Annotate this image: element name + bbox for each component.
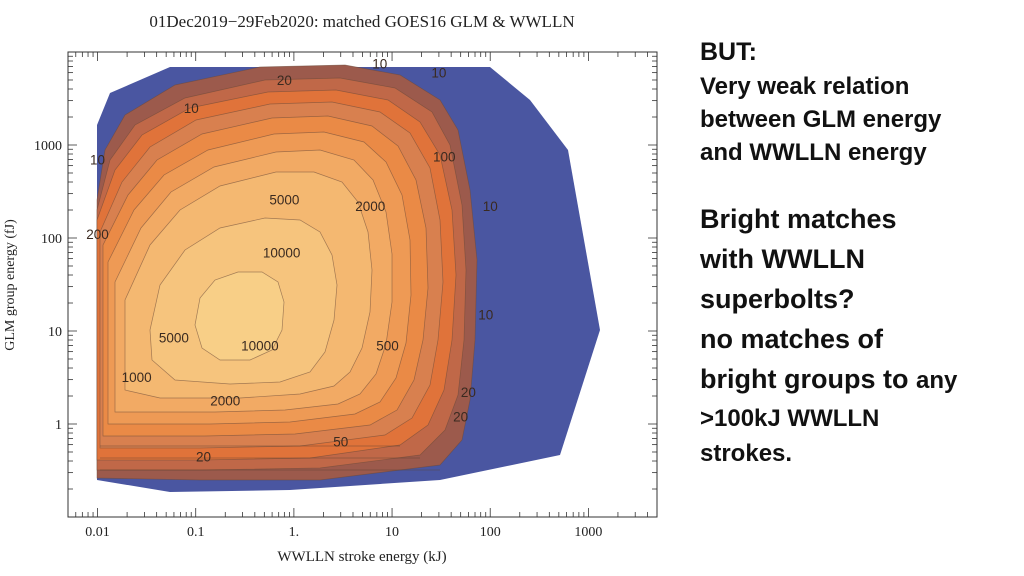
contour-label: 20 — [196, 449, 211, 464]
note-line: superbolts? — [700, 284, 855, 314]
y-axis-label: GLM group energy (fJ) — [3, 219, 18, 351]
axis-tick-labels: 0.01 0.1 1. 10 100 1000 1 10 100 1000 — [34, 139, 602, 540]
contour-label: 10 — [483, 199, 498, 214]
note-line: Very weak relation — [700, 73, 910, 100]
contour-label: 10 — [478, 308, 493, 323]
y-tick-label: 10 — [48, 325, 62, 340]
chart-title: 01Dec2019−29Feb2020: matched GOES16 GLM … — [149, 12, 574, 31]
x-tick-label: 0.1 — [187, 525, 205, 540]
side-notes: BUT: Very weak relation between GLM ener… — [700, 34, 1020, 471]
contour-label: 10000 — [241, 338, 279, 353]
contour-fills — [96, 64, 600, 492]
contour-label: 10 — [372, 57, 387, 72]
contour-label: 10 — [431, 66, 446, 81]
contour-label: 2000 — [355, 199, 385, 214]
contour-label: 2000 — [210, 393, 240, 408]
contour-lines — [100, 445, 440, 471]
y-tick-label: 1 — [55, 418, 62, 433]
note-line: Bright matches — [700, 204, 897, 234]
x-tick-label: 10 — [385, 525, 399, 540]
note-fragment: bright groups to — [700, 364, 909, 394]
note-heading: BUT: — [700, 38, 757, 66]
x-axis-label: WWLLN stroke energy (kJ) — [277, 549, 446, 565]
contour-labels: 10 10 20 10 10 100 5000 2000 10 200 10000 10 5000 100… — [86, 57, 497, 465]
note-fragment: any — [915, 367, 958, 394]
contour-label: 10000 — [263, 245, 301, 260]
note-line: with WWLLN — [700, 244, 865, 274]
note-line: between GLM energy — [700, 106, 942, 133]
contour-label: 50 — [333, 434, 348, 449]
x-tick-label: 1000 — [574, 525, 602, 540]
contour-label: 5000 — [159, 331, 189, 346]
y-tick-label: 100 — [41, 232, 62, 247]
x-tick-label: 1. — [289, 525, 300, 540]
x-tick-label: 100 — [480, 525, 501, 540]
contour-label: 20 — [277, 73, 292, 88]
note-line: no matches of — [700, 324, 884, 354]
chart-area: 01Dec2019−29Feb2020: matched GOES16 GLM … — [3, 12, 658, 565]
note-line: >100kJ WWLLN — [700, 405, 880, 432]
y-tick-label: 1000 — [34, 139, 62, 154]
contour-label: 10 — [90, 152, 105, 167]
contour-label: 20 — [453, 410, 468, 425]
contour-label: 500 — [376, 338, 399, 353]
contour-label: 10 — [184, 101, 199, 116]
note-line: and WWLLN energy — [700, 139, 927, 166]
contour-region-10000 — [194, 271, 285, 361]
contour-label: 5000 — [269, 192, 299, 207]
contour-label: 100 — [433, 150, 456, 165]
contour-label: 1000 — [122, 370, 152, 385]
note-line: bright groups to any — [700, 359, 1020, 401]
x-tick-label: 0.01 — [85, 525, 110, 540]
contour-label: 200 — [86, 227, 109, 242]
note-line: strokes. — [700, 440, 793, 467]
contour-chart: 01Dec2019−29Feb2020: matched GOES16 GLM … — [3, 12, 658, 565]
axis-ticks — [67, 51, 658, 518]
contour-label: 20 — [461, 385, 476, 400]
